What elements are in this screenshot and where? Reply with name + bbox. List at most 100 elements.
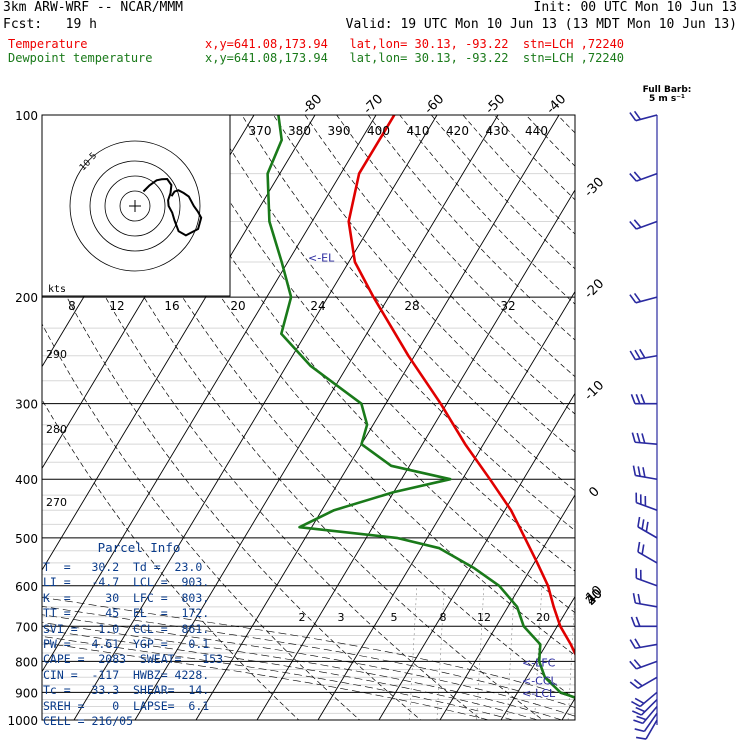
dry-adiabat [494,115,575,201]
parcel-row: CELL = 216/05 [43,714,134,729]
isotherm-label: -30 [582,175,608,201]
wind-barb [637,526,658,539]
isotherm-label: 40 [583,586,605,608]
theta-e-label: 20 [230,299,245,313]
wind-barb-flag [629,660,637,670]
mixing-ratio-label: 20 [536,611,550,624]
dry-adiabat [83,115,575,700]
full-barb-title: Full Barb: [642,85,692,95]
wind-barb-flag [642,467,646,478]
wind-barb-flag [629,639,637,649]
theta-label: 400 [367,124,390,138]
isotherm [42,115,316,571]
wind-barb [643,712,658,732]
theta-e-label: 24 [310,299,325,313]
full-barb-units: 5 m s⁻¹ [649,94,685,104]
isotherm [134,115,499,720]
pressure-label: 900 [15,686,38,700]
wind-barb-flag [633,110,642,120]
pressure-label: 400 [15,473,38,487]
mixing-ratio-label: 3 [338,611,345,624]
valid-time: Valid: 19 UTC Mon 10 Jun 13 (13 MDT Mon … [345,17,737,32]
theta-label: 390 [328,124,351,138]
wind-barb-flag [632,593,637,604]
wind-barb-flag [630,616,636,627]
temperature-trace [347,115,575,657]
hodograph-ring-label: 5 [88,151,99,162]
wind-barb-flag [645,521,649,532]
dry-adiabat [42,168,483,720]
wind-barb-flag [637,516,641,528]
hodograph-ring [119,190,151,222]
dry-adiabat [399,115,575,305]
theta-e-label: 8 [68,299,76,313]
hodograph-units: kts [48,284,67,295]
wind-barb [636,660,658,670]
wind-barb-flag [631,700,641,708]
pressure-label: 700 [15,620,38,634]
isotherm-label: -40 [544,92,570,118]
wind-barb-flag [634,349,641,360]
theta-e-label: 32 [500,299,515,313]
wind-barb [642,706,658,724]
wind-barb-flag [641,433,646,444]
wind-barb [636,501,658,511]
theta-e-label: 12 [109,299,124,313]
wind-barb-flag [641,544,645,555]
wind-barbs [629,110,658,740]
hodograph-ring [89,160,181,252]
hodograph-ring [69,140,201,272]
moist-adiabat [42,636,514,720]
full-barb-label: Full Barb: 5 m s⁻¹ [630,86,704,104]
mixing-ratio-label: 2 [299,611,306,624]
wind-barb [640,698,658,716]
level-marker-ccl: <-CCL [522,675,558,688]
dry-adiabat [336,115,575,378]
wind-barb-flag [635,394,641,404]
isotherm [317,290,575,720]
pressure-label: 300 [15,398,38,412]
wind-barb-flag [635,616,641,627]
wind-barb [635,602,658,608]
dry-adiabat [273,115,575,453]
moist-adiabat [42,629,538,720]
theta-label: 440 [525,124,548,138]
wind-barb-flag [631,710,642,716]
pressure-label: 500 [15,532,38,546]
dry-adiabat [241,115,575,492]
isotherm [0,115,10,720]
parcel-row: Tc = 33.3 SHEAR= 14. [43,683,210,698]
isotherm-label: -60 [422,92,448,118]
parcel-row: PW = 4.61 YGP = 0.1 [43,637,210,652]
wind-barb-flag [633,219,642,228]
wind-barb [637,551,658,564]
isotherm [256,189,575,720]
wind-barb-flag [629,681,639,689]
wind-barb [635,354,658,361]
dry-adiabat [42,323,361,720]
wind-barb [639,691,658,708]
level-marker-lcl: <-LCL [522,687,556,700]
wind-barb-flag [632,465,637,476]
isotherm [623,115,740,720]
wind-barb-flag [633,678,643,687]
dry-adiabat [652,115,740,733]
wind-barb-flag [636,432,641,443]
pressure-label: 100 [15,109,38,123]
isotherm-label: -20 [582,276,608,302]
theta-label: 270 [46,496,67,509]
wind-barb-flag [633,659,642,668]
wind-barb-flag [640,394,646,404]
wind-barb-flag [634,638,641,648]
mixing-ratio-label: 12 [477,611,491,624]
theta-label: 380 [288,124,311,138]
wind-barb-flag [629,350,637,360]
wind-barb-flag [629,173,637,182]
level-marker-lfc: <-LFC [522,656,556,669]
wind-barb [635,296,658,304]
wind-barb-flag [636,715,647,721]
wind-barb [635,643,658,650]
dry-adiabat [42,246,422,720]
isotherm [195,115,560,720]
